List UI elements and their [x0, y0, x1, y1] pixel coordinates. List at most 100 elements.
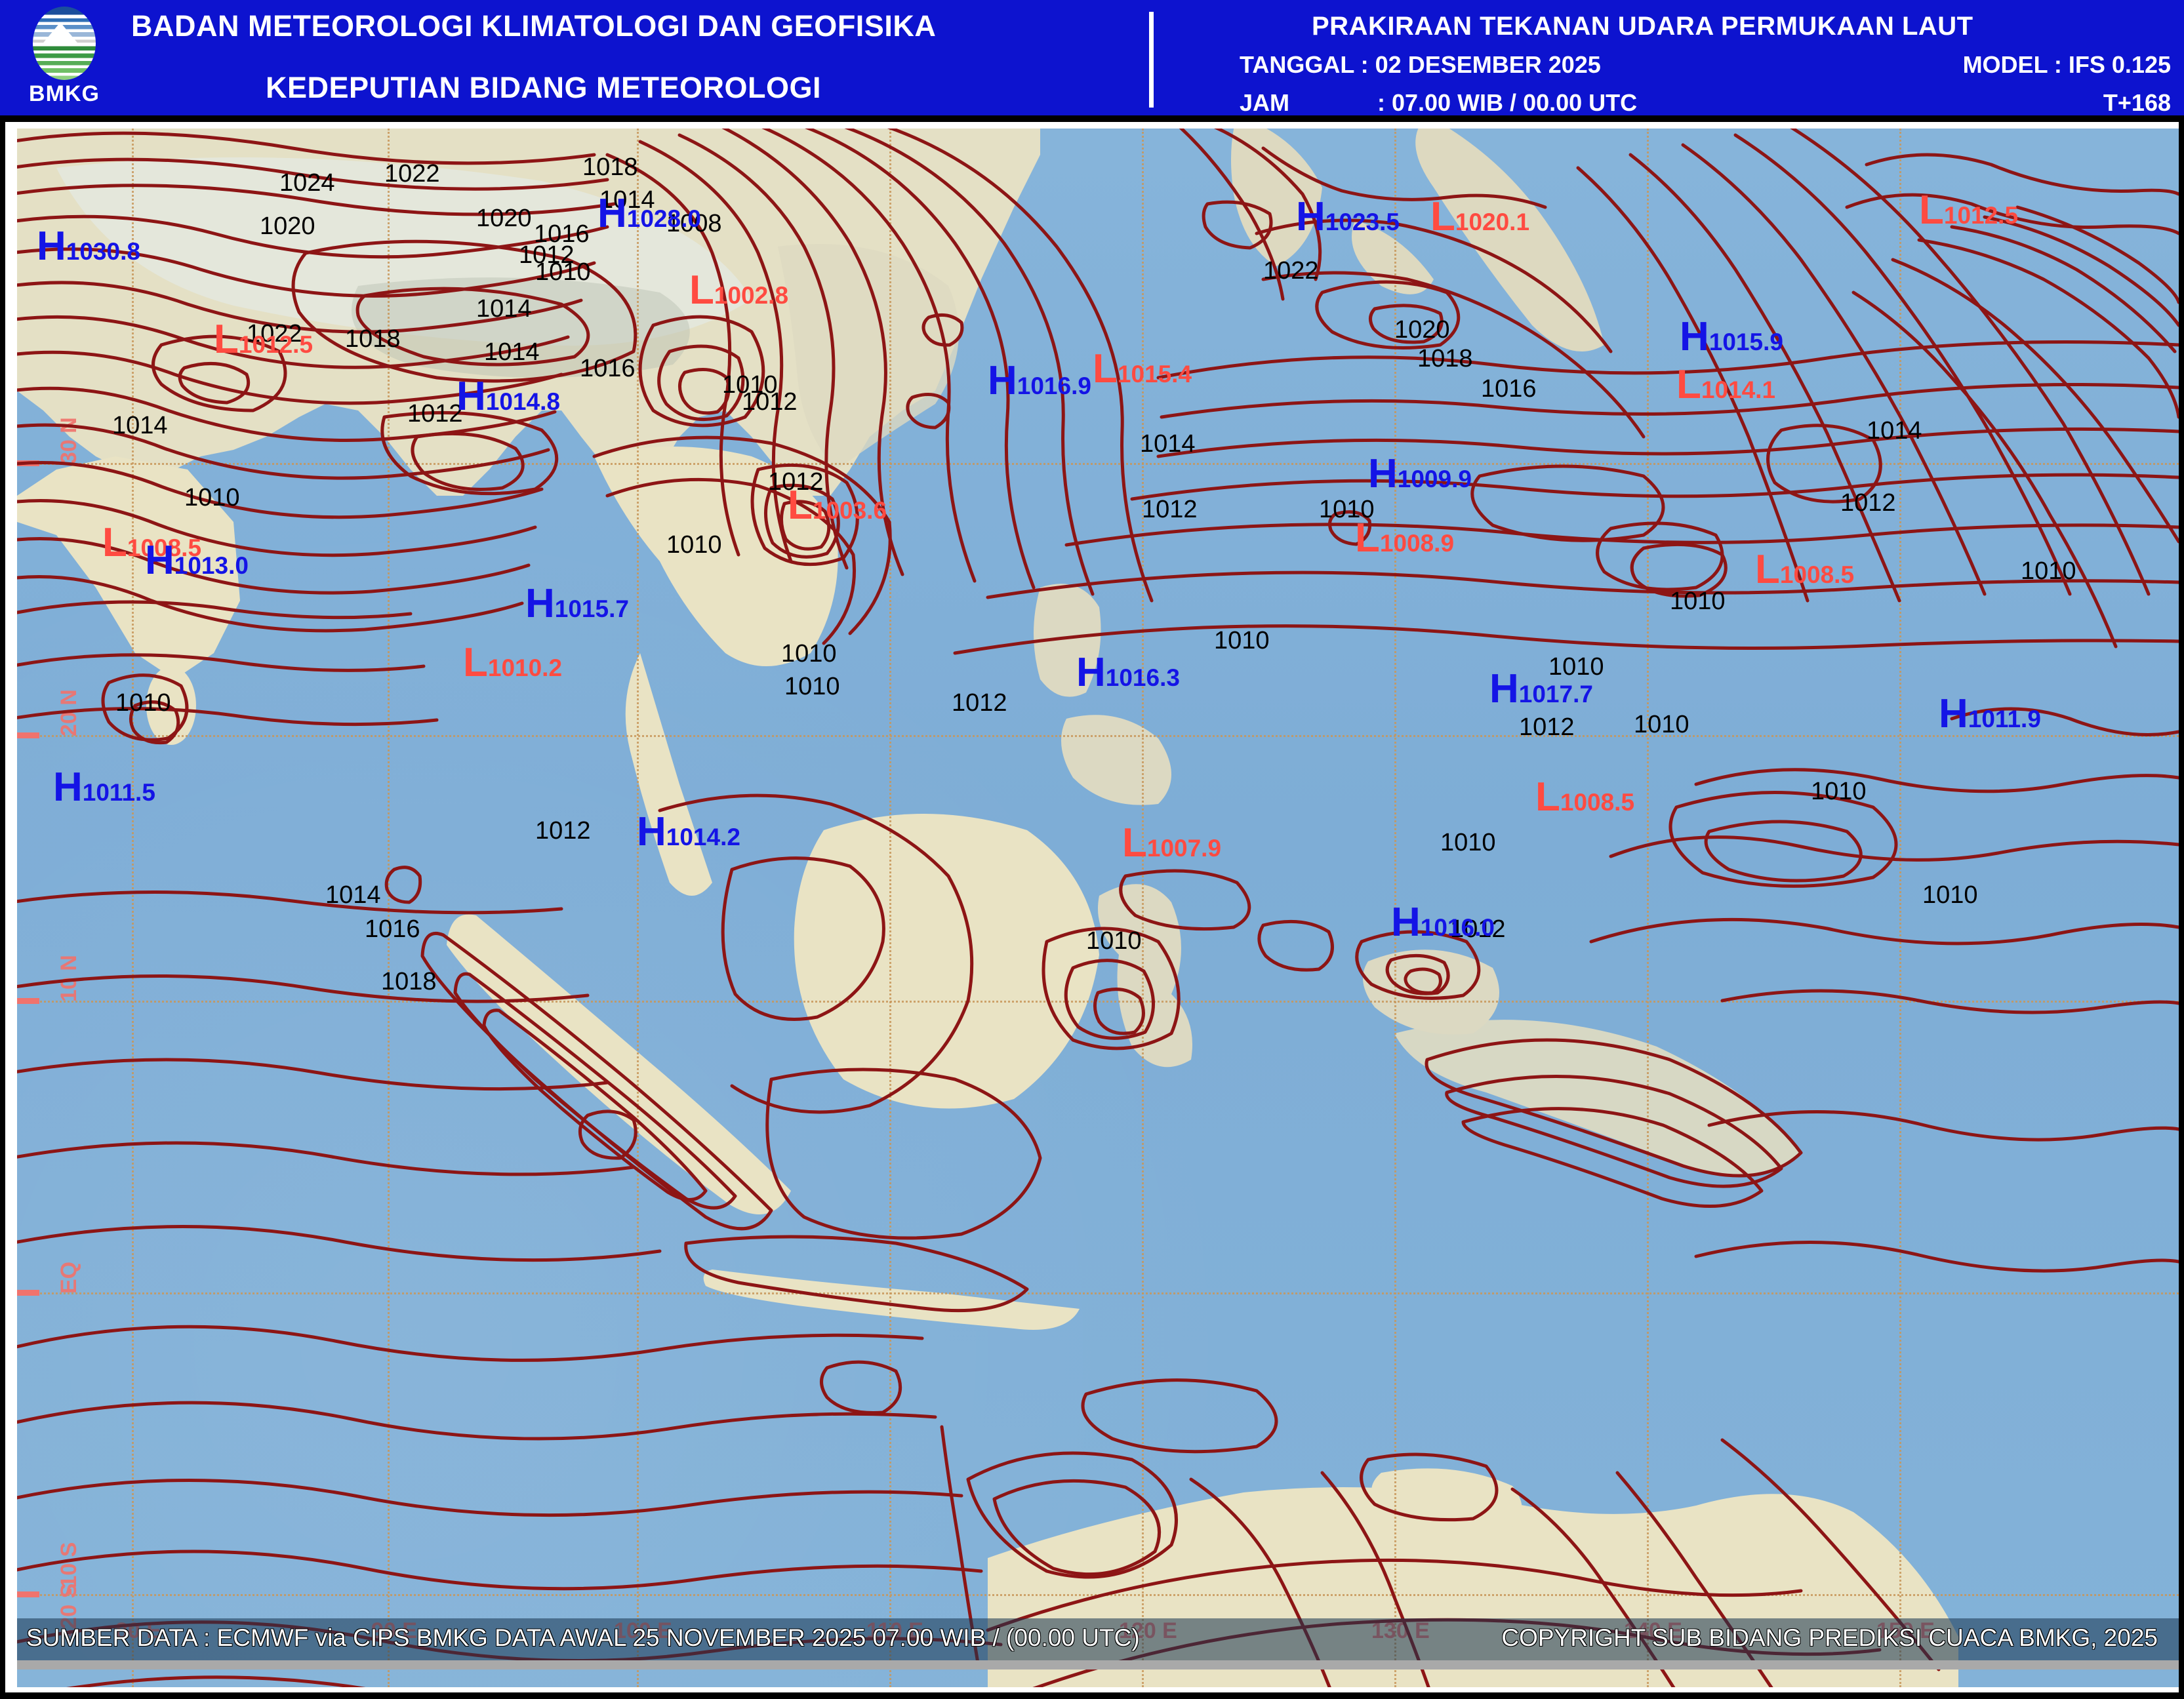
pressure-value: 1011.9: [1968, 706, 2041, 732]
pressure-center-high: H1009.9: [1368, 454, 1472, 494]
high-symbol-icon: H: [1939, 691, 1968, 736]
lat-tick-eq: [17, 1290, 39, 1296]
contour-label: 1012: [1519, 713, 1575, 741]
pressure-value: 1008.9: [1379, 530, 1455, 557]
pressure-value: 1003.6: [812, 497, 887, 524]
low-symbol-icon: L: [1535, 774, 1560, 820]
longitude-line-90e: [388, 129, 390, 1687]
contour-label: 1012: [535, 817, 591, 845]
contour-label: 1010: [781, 640, 837, 668]
high-symbol-icon: H: [1296, 194, 1325, 239]
bmkg-logo-text: BMKG: [29, 81, 100, 106]
agency-name-line2: KEDEPUTIAN BIDANG METEOROLOGI: [266, 71, 822, 104]
contour-label: 1012: [952, 689, 1007, 717]
low-symbol-icon: L: [1755, 547, 1780, 592]
high-symbol-icon: H: [145, 538, 174, 583]
data-source-text: SUMBER DATA : ECMWF via CIPS BMKG DATA A…: [26, 1624, 1140, 1651]
low-symbol-icon: L: [214, 317, 239, 362]
pressure-value: 1014.1: [1701, 376, 1776, 403]
contour-label: 1010: [1922, 881, 1978, 909]
contour-label: 1016: [534, 220, 590, 248]
contour-label: 1014: [1140, 430, 1196, 458]
lat-tick-10s: [17, 1591, 39, 1597]
pressure-value: 1013.0: [174, 552, 249, 579]
pressure-value: 1030.8: [66, 238, 140, 265]
model-name: MODEL : IFS 0.125: [1962, 51, 2171, 78]
contour-label: 1022: [247, 320, 302, 348]
landmass-layer: [17, 129, 1958, 1687]
low-symbol-icon: L: [689, 268, 714, 313]
contour-label: 1016: [365, 915, 420, 943]
high-symbol-icon: H: [1391, 900, 1421, 945]
pressure-center-high: H1015.7: [525, 584, 629, 624]
pressure-center-low: L1008.5: [1755, 550, 1854, 590]
pressure-center-low: L1003.6: [788, 485, 887, 526]
footer-band: [17, 1618, 2179, 1660]
pressure-center-high: H1014.8: [456, 376, 560, 417]
contour-label: 1016: [1481, 375, 1537, 403]
contour-label: 1022: [1263, 257, 1319, 285]
pressure-value: 1014.2: [666, 824, 740, 850]
low-symbol-icon: L: [1355, 515, 1380, 561]
pressure-center-low: L1008.9: [1355, 518, 1455, 559]
low-symbol-icon: L: [1093, 346, 1118, 391]
contour-label: 1014: [484, 338, 540, 366]
pressure-value: 1015.9: [1709, 329, 1783, 355]
contour-label: 1014: [112, 412, 168, 439]
pressure-center-low: L1008.5: [1535, 777, 1634, 818]
contour-label: 1014: [1867, 417, 1922, 445]
high-symbol-icon: H: [988, 358, 1017, 403]
pressure-value: 1011.5: [82, 779, 155, 806]
pressure-value: 1008.5: [127, 534, 202, 561]
low-symbol-icon: L: [463, 640, 488, 685]
low-symbol-icon: L: [1919, 188, 1944, 233]
pressure-value: 1009.9: [1397, 466, 1472, 492]
pressure-value: 1016.0: [1420, 914, 1495, 941]
copyright-text: COPYRIGHT SUB BIDANG PREDIKSI CUACA BMKG…: [1501, 1624, 2158, 1651]
contour-label: 1010: [666, 531, 722, 559]
contour-label: 1016: [580, 355, 636, 382]
map-frame: 30 N 20 N 10 N EQ -10 S -20 S 80 E 90 E …: [0, 119, 2184, 1699]
contour-label: 1020: [476, 205, 532, 232]
header-banner: BMKG BADAN METEOROLOGI KLIMATOLOGI DAN G…: [0, 0, 2184, 119]
contour-label: 1018: [345, 325, 401, 353]
forecast-time-label: JAM: [1240, 89, 1290, 116]
pressure-center-low: L1008.5: [102, 523, 202, 563]
pressure-value: 1016.3: [1105, 664, 1180, 691]
pressure-value: 1023.5: [1325, 209, 1400, 235]
high-symbol-icon: H: [53, 765, 83, 810]
pressure-center-high: H1011.5: [53, 767, 155, 808]
contour-label: 1014: [325, 881, 381, 909]
high-symbol-icon: H: [1489, 666, 1519, 711]
high-symbol-icon: H: [37, 224, 66, 269]
pressure-value: 1015.7: [554, 595, 629, 622]
pressure-center-high: H1016.0: [1391, 902, 1495, 943]
contour-label: 1010: [1670, 588, 1726, 615]
contour-label: 1022: [384, 160, 440, 188]
latitude-line-20n: [17, 735, 2179, 737]
pressure-center-low: L1012.5: [1919, 190, 2018, 231]
contour-label: 1010: [1634, 711, 1689, 738]
pressure-value: 1002.8: [714, 282, 789, 309]
contour-label: 1012: [519, 241, 575, 269]
longitude-line-130e: [1394, 129, 1396, 1687]
pressure-contour-map[interactable]: 30 N 20 N 10 N EQ -10 S -20 S 80 E 90 E …: [17, 129, 2179, 1687]
contour-label: 1012: [1142, 496, 1198, 523]
contour-label: 1020: [1394, 316, 1450, 344]
contour-label: 1010: [1214, 627, 1270, 654]
contour-label: 1010: [1811, 778, 1867, 805]
pressure-value: 1010.2: [487, 654, 563, 681]
header-left: BMKG BADAN METEOROLOGI KLIMATOLOGI DAN G…: [0, 0, 1115, 115]
lat-tick-20n: [17, 732, 39, 738]
contour-label: 1010: [184, 484, 240, 511]
low-symbol-icon: L: [102, 520, 127, 565]
pressure-center-low: L1020.1: [1430, 197, 1529, 237]
isobar-layer: [17, 129, 2179, 1687]
longitude-line-100e: [637, 129, 639, 1687]
pressure-value: 1007.9: [1146, 835, 1222, 862]
pressure-center-low: L1014.1: [1676, 365, 1776, 405]
forecast-time-value: : 07.00 WIB / 00.00 UTC: [1377, 89, 1638, 116]
product-title: PRAKIRAAN TEKANAN UDARA PERMUKAAN LAUT: [1312, 12, 1973, 41]
contour-label: 1010: [115, 689, 171, 717]
